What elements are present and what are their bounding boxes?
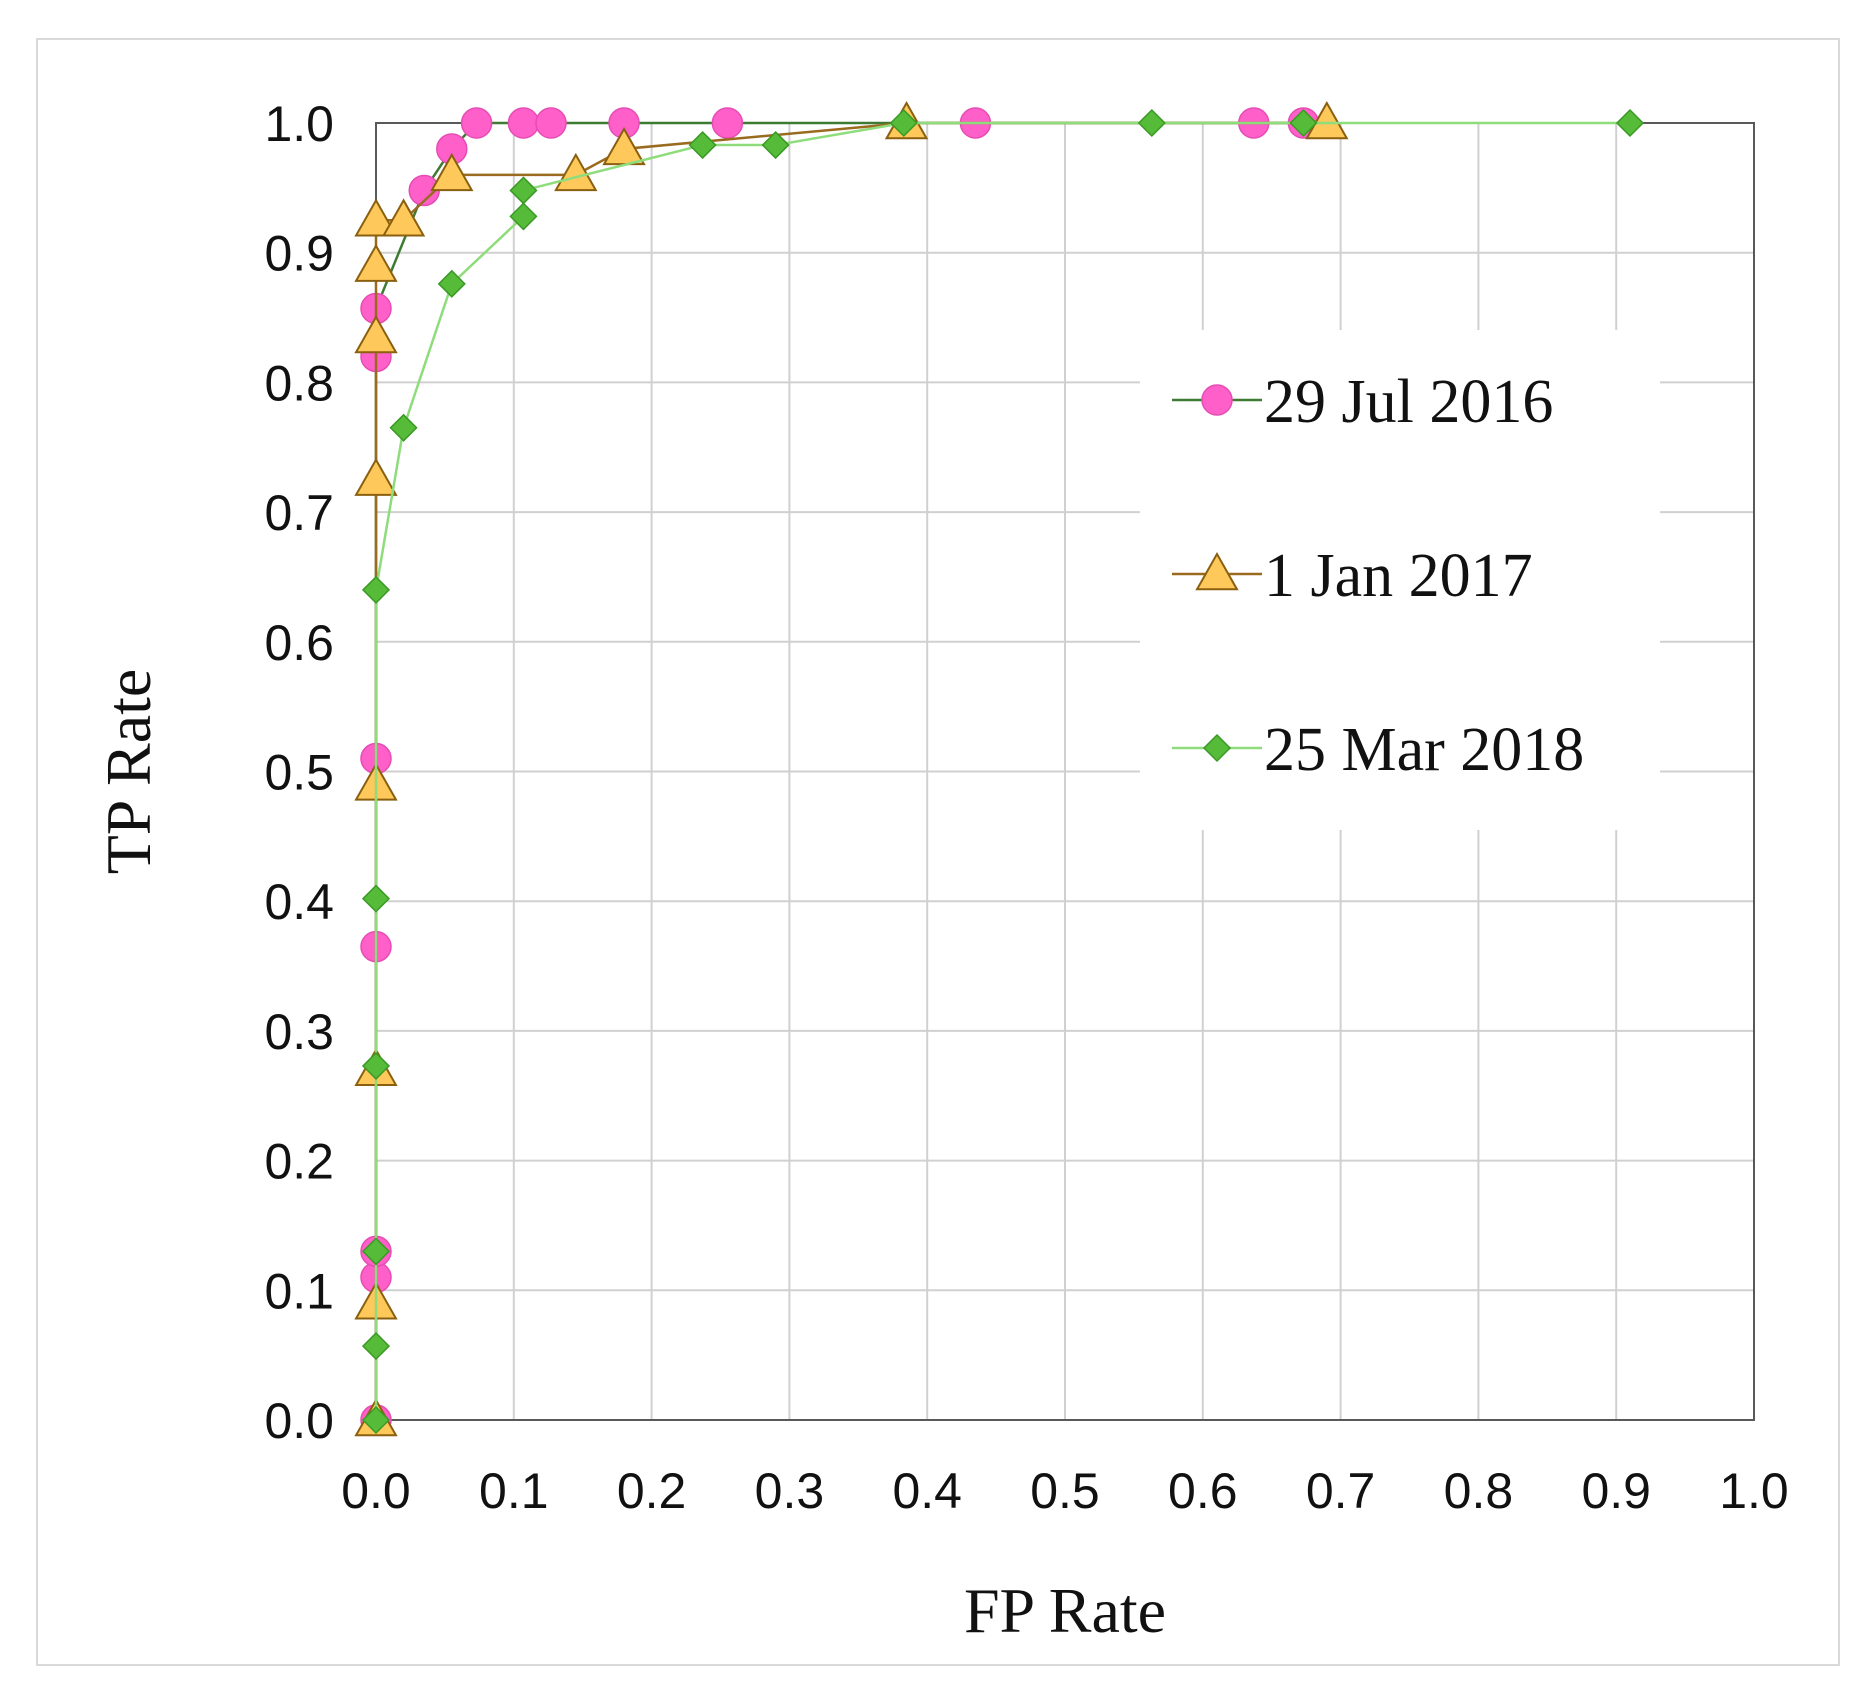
data-point-diamond xyxy=(361,1405,391,1435)
data-point-triangle xyxy=(354,457,398,496)
x-tick-label: 0.0 xyxy=(341,1463,411,1519)
data-point-triangle xyxy=(354,198,398,237)
data-point-diamond xyxy=(1137,108,1166,138)
y-tick-label: 1.0 xyxy=(264,96,334,152)
y-tick-labels: 0.0 0.1 0.2 0.3 0.4 0.5 0.6 0.7 0.8 0.9 1.0 xyxy=(264,96,334,1449)
x-axis-title: FP Rate xyxy=(964,1575,1166,1646)
data-point-triangle xyxy=(381,198,426,237)
data-point-diamond xyxy=(761,130,790,160)
x-tick-label: 0.8 xyxy=(1444,1463,1514,1519)
x-tick-label: 1.0 xyxy=(1719,1463,1789,1519)
legend-label: 1 Jan 2017 xyxy=(1264,542,1533,610)
y-tick-label: 0.1 xyxy=(264,1263,334,1319)
y-tick-label: 0.2 xyxy=(264,1134,334,1190)
data-point-triangle xyxy=(354,315,398,354)
x-tick-label: 0.6 xyxy=(1168,1463,1238,1519)
data-point-diamond xyxy=(509,176,538,205)
data-point-diamond xyxy=(361,1332,391,1361)
x-tick-labels: 0.0 0.1 0.2 0.3 0.4 0.5 0.6 0.7 0.8 0.9 1.0 xyxy=(341,1463,1789,1519)
data-point-diamond xyxy=(361,1051,391,1080)
legend-marker xyxy=(1195,552,1239,591)
data-point-diamond xyxy=(1289,108,1318,138)
series-layer xyxy=(354,101,1645,1437)
y-tick-label: 0.4 xyxy=(264,874,334,930)
x-tick-label: 0.4 xyxy=(892,1463,962,1519)
y-tick-label: 0.7 xyxy=(264,485,334,541)
data-point-circle xyxy=(535,107,567,139)
legend-marker xyxy=(1201,384,1233,416)
y-tick-label: 0.6 xyxy=(264,615,334,671)
data-point-triangle xyxy=(554,152,598,192)
legend: 29 Jul 2016 1 Jan 2017 25 Mar 2018 xyxy=(1172,368,1584,784)
x-tick-label: 0.3 xyxy=(755,1463,825,1519)
data-point-diamond xyxy=(361,575,391,604)
x-tick-label: 0.2 xyxy=(617,1463,687,1519)
data-point-diamond xyxy=(437,269,466,298)
y-tick-label: 0.3 xyxy=(264,1004,334,1060)
y-tick-label: 0.9 xyxy=(264,226,334,282)
data-point-diamond xyxy=(361,1237,391,1266)
data-point-triangle xyxy=(1305,101,1349,140)
x-tick-label: 0.5 xyxy=(1030,1463,1100,1519)
data-point-diamond xyxy=(361,884,391,913)
data-point-diamond xyxy=(688,130,717,160)
data-point-diamond xyxy=(389,413,418,442)
data-point-circle xyxy=(507,107,540,139)
x-tick-label: 0.9 xyxy=(1581,1463,1651,1519)
y-axis-title: TP Rate xyxy=(93,669,164,875)
x-tick-label: 0.1 xyxy=(479,1463,549,1519)
x-tick-label: 0.7 xyxy=(1306,1463,1376,1519)
y-tick-label: 0.0 xyxy=(264,1393,334,1449)
data-point-diamond xyxy=(889,108,918,138)
y-tick-label: 0.5 xyxy=(264,745,334,801)
legend-marker xyxy=(1202,733,1232,763)
legend-label: 29 Jul 2016 xyxy=(1264,368,1553,436)
data-point-triangle xyxy=(354,243,398,282)
data-point-circle xyxy=(460,107,493,139)
chart-frame xyxy=(36,38,1840,1666)
series-line xyxy=(374,121,1630,1420)
series-25-mar-2018 xyxy=(361,108,1645,1435)
data-point-diamond xyxy=(1615,108,1645,138)
data-point-diamond xyxy=(509,202,538,231)
y-tick-label: 0.8 xyxy=(264,355,334,411)
legend-label: 25 Mar 2018 xyxy=(1264,716,1584,784)
data-point-triangle xyxy=(430,152,474,192)
data-point-circle xyxy=(711,107,744,139)
